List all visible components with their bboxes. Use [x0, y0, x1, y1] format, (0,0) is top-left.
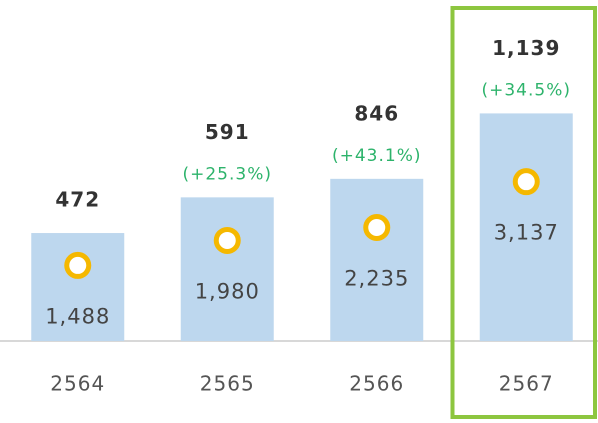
total-label: 846 — [354, 101, 399, 125]
marker — [512, 168, 540, 196]
value-label: 2,235 — [344, 266, 409, 290]
growth-label: (+34.5%) — [481, 80, 571, 100]
x-tick-label: 2567 — [499, 372, 554, 396]
marker — [363, 213, 391, 241]
total-label: 472 — [55, 188, 100, 212]
x-tick-label: 2566 — [349, 372, 404, 396]
bar — [31, 233, 125, 341]
marker — [64, 251, 92, 279]
bar — [479, 113, 573, 341]
value-label: 1,980 — [195, 279, 260, 303]
growth-label: (+43.1%) — [332, 146, 422, 166]
total-label: 1,139 — [492, 36, 560, 60]
x-tick-label: 2565 — [200, 372, 255, 396]
value-label: 3,137 — [494, 221, 559, 245]
growth-label: (+25.3%) — [182, 164, 272, 184]
bar — [330, 178, 424, 341]
value-label: 1,488 — [45, 304, 110, 328]
bar — [180, 197, 274, 341]
highlight-box — [450, 6, 597, 419]
marker — [213, 226, 241, 254]
x-tick-label: 2564 — [50, 372, 105, 396]
total-label: 591 — [205, 120, 250, 144]
